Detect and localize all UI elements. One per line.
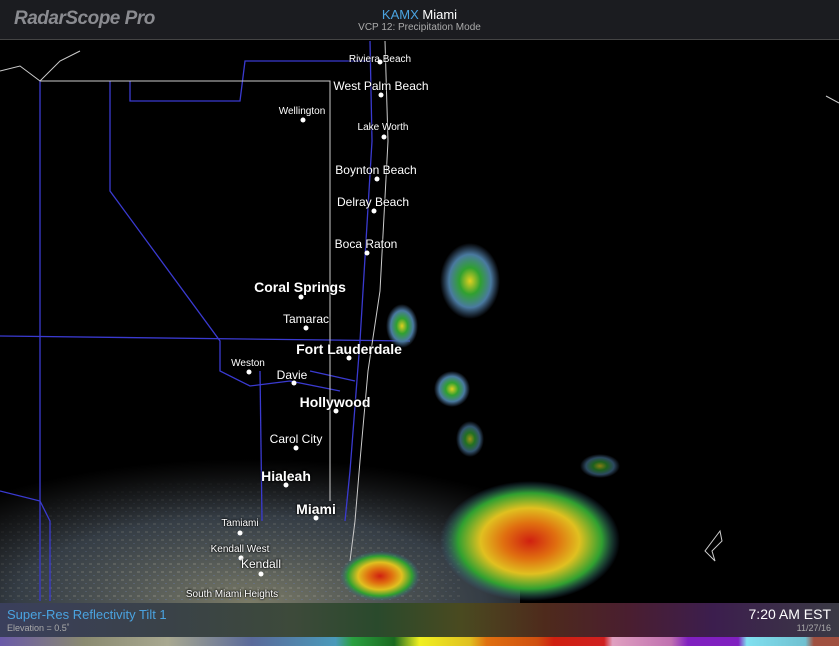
- radar-map[interactable]: Riviera Beach West Palm Beach Wellington La…: [0, 41, 839, 603]
- city-label: South Miami Heights: [185, 589, 279, 600]
- city-marker: [293, 445, 299, 451]
- city-marker: [237, 530, 243, 536]
- city-marker: [258, 571, 264, 577]
- scan-time: 7:20 AM EST: [748, 606, 831, 622]
- county-lines: [0, 41, 411, 601]
- top-bar: RadarScope Pro KAMX Miami VCP 12: Precip…: [0, 0, 839, 40]
- city-label: Boynton Beach: [335, 163, 417, 177]
- product-name[interactable]: Super-Res Reflectivity Tilt 1: [7, 607, 167, 622]
- city-marker: [371, 208, 377, 214]
- station-id: KAMX: [381, 7, 419, 22]
- reflectivity-color-scale: [0, 637, 839, 646]
- city-label: Davie: [276, 368, 308, 382]
- app-logo: RadarScope Pro: [14, 8, 155, 29]
- city-label: Hialeah: [261, 468, 311, 484]
- city-marker: [246, 369, 252, 375]
- city-label: Boca Raton: [334, 237, 398, 251]
- city-label: Carol City: [269, 432, 323, 446]
- city-marker: [346, 355, 352, 361]
- city-marker: [333, 408, 339, 414]
- city-marker: [291, 380, 297, 386]
- city-label: West Palm Beach: [333, 79, 429, 93]
- city-marker: [300, 117, 306, 123]
- coastline: [0, 41, 839, 562]
- city-label: Hollywood: [299, 394, 371, 410]
- product-bar[interactable]: Super-Res Reflectivity Tilt 1 Elevation …: [0, 603, 839, 637]
- city-label: Kendall: [240, 557, 282, 571]
- city-marker: [303, 325, 309, 331]
- city-marker: [378, 92, 384, 98]
- city-label: Tamarac: [282, 312, 330, 326]
- city-marker: [313, 515, 319, 521]
- elevation: Elevation = 0.5˚: [7, 623, 70, 633]
- city-label: Kendall West: [210, 544, 270, 555]
- station-selector[interactable]: KAMX Miami: [0, 7, 839, 22]
- vcp-mode: VCP 12: Precipitation Mode: [358, 22, 481, 33]
- city-marker: [238, 555, 244, 561]
- city-label: Tamiami: [221, 518, 259, 529]
- city-marker: [298, 294, 304, 300]
- storm-cells: [340, 243, 620, 601]
- map-overlay: [0, 41, 839, 603]
- radar-clutter: [0, 411, 520, 603]
- city-label: Fort Lauderdale: [296, 341, 402, 357]
- city-marker: [374, 176, 380, 182]
- city-label: Wellington: [278, 106, 326, 117]
- city-marker: [381, 134, 387, 140]
- city-label: Delray Beach: [336, 195, 410, 209]
- city-label: Lake Worth: [357, 122, 409, 133]
- scan-date: 11/27/16: [796, 623, 831, 633]
- city-marker: [377, 59, 383, 65]
- city-marker: [364, 250, 370, 256]
- city-label: Weston: [231, 358, 265, 369]
- city-marker: [283, 482, 289, 488]
- station-name: Miami: [422, 7, 458, 22]
- city-label: Miami: [296, 501, 336, 517]
- city-label: Coral Springs: [254, 279, 346, 295]
